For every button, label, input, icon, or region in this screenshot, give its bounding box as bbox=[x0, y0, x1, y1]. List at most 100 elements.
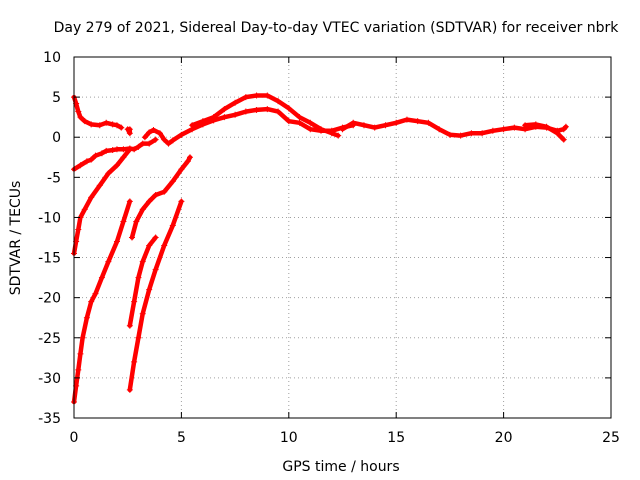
data-point bbox=[161, 188, 168, 195]
data-point bbox=[199, 118, 206, 125]
data-point bbox=[500, 126, 507, 133]
data-point bbox=[169, 222, 176, 229]
data-point bbox=[242, 94, 249, 101]
data-point bbox=[88, 121, 95, 128]
series-trace bbox=[71, 199, 133, 405]
data-point bbox=[146, 129, 153, 136]
data-point bbox=[554, 130, 561, 137]
data-point bbox=[109, 147, 116, 154]
data-point bbox=[285, 105, 292, 112]
x-tick-label: 25 bbox=[602, 430, 620, 446]
data-point bbox=[135, 143, 142, 150]
data-point bbox=[253, 106, 260, 113]
data-point bbox=[232, 111, 239, 118]
data-point bbox=[184, 158, 191, 165]
data-point bbox=[152, 234, 159, 241]
series-trace bbox=[142, 106, 356, 146]
data-point bbox=[126, 126, 133, 133]
data-point bbox=[103, 147, 110, 154]
y-tick-label: -5 bbox=[47, 170, 61, 186]
x-tick-label: 20 bbox=[495, 430, 513, 446]
data-point bbox=[318, 126, 325, 133]
data-point bbox=[307, 119, 314, 126]
data-point bbox=[522, 122, 529, 129]
data-point bbox=[446, 131, 453, 138]
series-trace bbox=[71, 94, 124, 130]
data-point bbox=[113, 238, 120, 245]
x-axis-label: GPS time / hours bbox=[282, 459, 399, 475]
data-point bbox=[403, 116, 410, 123]
data-point bbox=[264, 92, 271, 99]
data-point bbox=[150, 127, 157, 134]
data-point bbox=[307, 126, 314, 133]
data-point bbox=[339, 126, 346, 133]
data-point bbox=[165, 140, 172, 147]
data-point bbox=[135, 334, 142, 341]
data-point bbox=[88, 298, 95, 305]
data-point bbox=[77, 162, 84, 169]
data-point bbox=[275, 98, 282, 105]
x-tick-label: 15 bbox=[387, 430, 405, 446]
x-tick-label: 5 bbox=[177, 430, 186, 446]
data-point bbox=[328, 130, 335, 137]
data-point bbox=[152, 191, 159, 198]
data-point bbox=[221, 114, 228, 121]
data-point bbox=[88, 194, 95, 201]
data-point bbox=[113, 122, 120, 129]
data-point bbox=[133, 218, 140, 225]
series-satellite-arc-12 bbox=[128, 154, 193, 241]
data-point bbox=[178, 198, 185, 205]
data-point bbox=[457, 132, 464, 139]
data-point bbox=[146, 242, 153, 249]
series-trace bbox=[127, 199, 184, 393]
data-point bbox=[88, 156, 95, 163]
series-satellite-arc-5 bbox=[189, 92, 342, 139]
data-point bbox=[161, 242, 168, 249]
series-trace bbox=[127, 235, 158, 328]
series-satellite-arc-1 bbox=[71, 94, 125, 131]
data-point bbox=[425, 119, 432, 126]
data-point bbox=[126, 198, 133, 205]
data-series bbox=[71, 92, 569, 405]
y-tick-label: 0 bbox=[52, 130, 61, 146]
data-point bbox=[335, 132, 342, 139]
data-point bbox=[232, 99, 239, 106]
data-point bbox=[169, 137, 176, 144]
data-point bbox=[139, 140, 146, 147]
data-point bbox=[468, 130, 475, 137]
data-point bbox=[120, 218, 127, 225]
series-satellite-arc-11 bbox=[126, 198, 185, 393]
x-tick-label: 10 bbox=[280, 430, 298, 446]
data-point bbox=[113, 162, 120, 169]
data-point bbox=[161, 136, 168, 143]
data-point bbox=[77, 114, 84, 121]
data-point bbox=[131, 358, 138, 365]
data-point bbox=[75, 226, 82, 233]
data-point bbox=[436, 126, 443, 133]
data-point bbox=[152, 136, 159, 143]
data-point bbox=[126, 386, 133, 393]
data-point bbox=[189, 122, 196, 129]
data-point bbox=[83, 314, 90, 321]
y-axis: 10 5 0 -5 -10 -15 -20 -25 -30 -35 bbox=[38, 50, 611, 427]
data-point bbox=[146, 286, 153, 293]
data-point bbox=[296, 114, 303, 121]
data-point bbox=[511, 124, 518, 131]
y-axis-label: SDTVAR / TECUs bbox=[8, 181, 24, 296]
data-point bbox=[221, 106, 228, 113]
data-point bbox=[141, 134, 148, 141]
data-point bbox=[139, 310, 146, 317]
data-point bbox=[98, 274, 105, 281]
series-satellite-arc-9 bbox=[71, 198, 133, 405]
data-point bbox=[296, 119, 303, 126]
data-point bbox=[96, 182, 103, 189]
data-point bbox=[139, 258, 146, 265]
data-point bbox=[146, 140, 153, 147]
series-satellite-arc-4 bbox=[141, 106, 357, 147]
y-tick-label: 10 bbox=[43, 50, 61, 66]
data-point bbox=[393, 119, 400, 126]
chart-title: Day 279 of 2021, Sidereal Day-to-day VTE… bbox=[54, 20, 620, 36]
series-trace bbox=[129, 155, 193, 240]
y-tick-label: -20 bbox=[38, 291, 61, 307]
